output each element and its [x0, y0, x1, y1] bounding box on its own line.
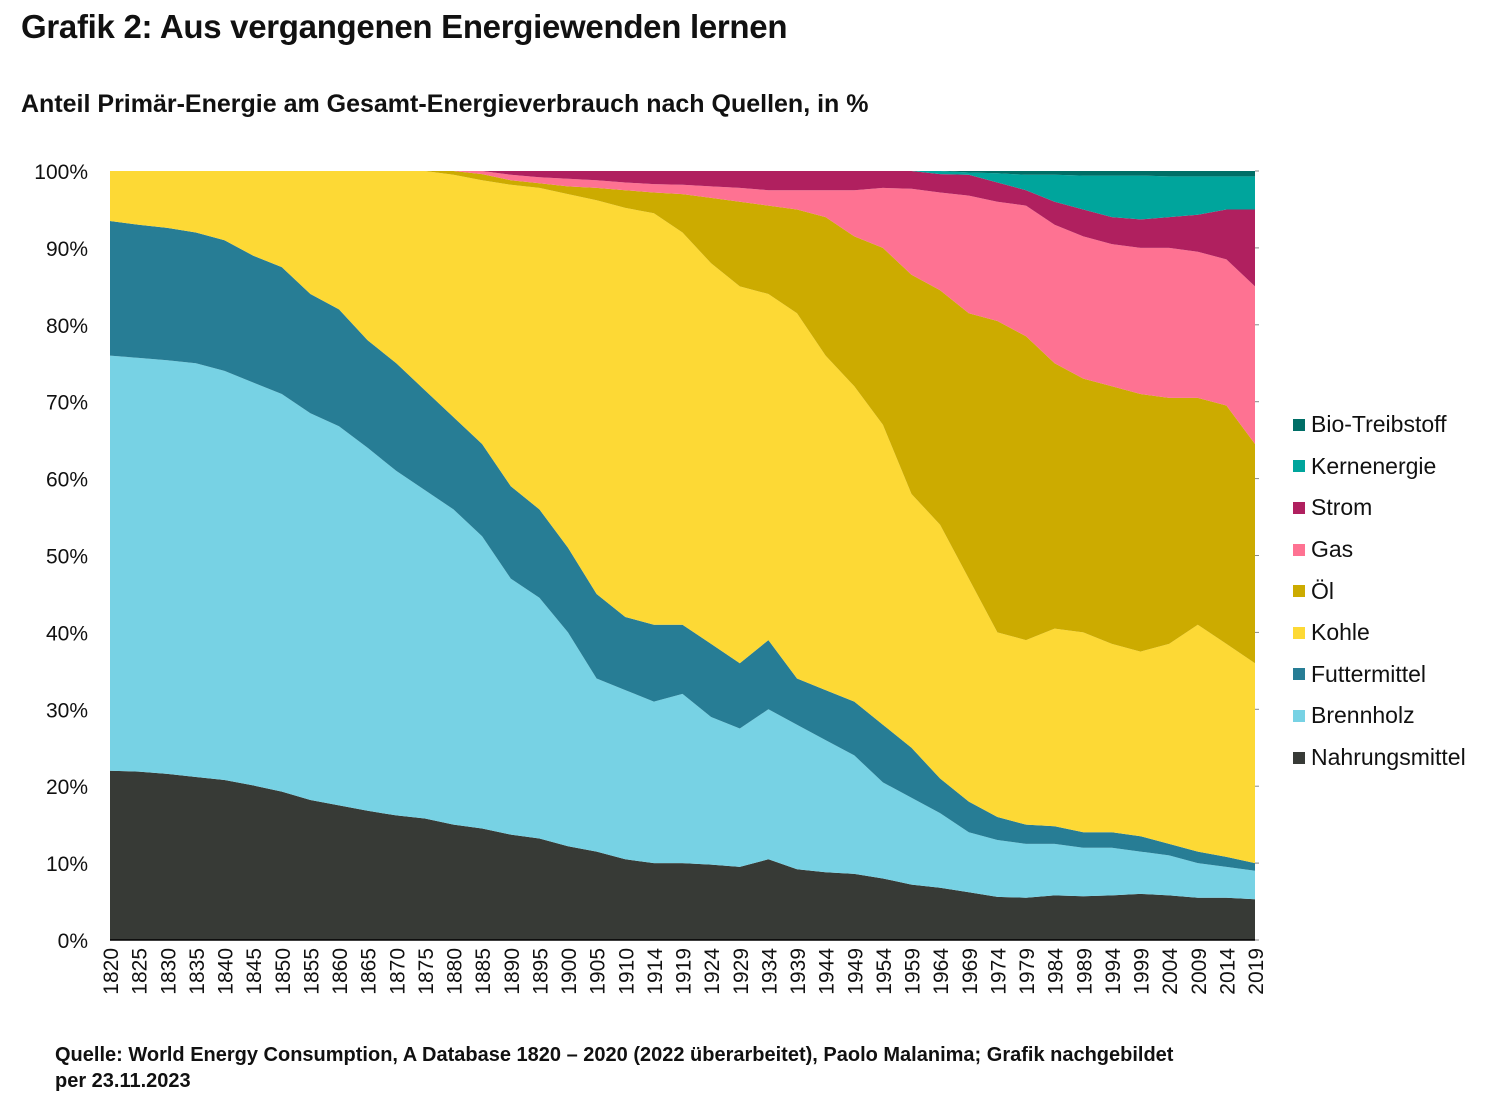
legend-item: Bio-Treibstoff	[1293, 404, 1466, 446]
x-axis: 1820 1825 1830 1835 1840 1845 1850 1855 1860 1865…	[100, 948, 1268, 995]
x-tick-label: 1914	[644, 948, 667, 995]
x-tick-label: 1929	[730, 948, 753, 995]
x-tick-label: 1905	[587, 948, 610, 995]
x-tick-label: 1944	[816, 948, 839, 995]
area-kernenergie	[110, 171, 1255, 220]
x-tick-label: 2014	[1216, 948, 1239, 995]
legend-swatch	[1293, 543, 1305, 556]
area-futtermittel	[110, 221, 1255, 871]
legend-swatch	[1293, 460, 1305, 473]
legend-swatch	[1293, 626, 1305, 639]
legend-label: Öl	[1311, 577, 1334, 604]
x-tick-label: 1860	[329, 948, 352, 995]
x-tick-label: 1875	[415, 948, 438, 995]
x-tick-label: 1939	[787, 948, 810, 995]
y-tick-label: 50%	[46, 546, 88, 569]
x-tick-label: 1880	[444, 948, 467, 995]
x-tick-label: 1900	[558, 948, 581, 995]
legend-label: Strom	[1311, 494, 1373, 521]
legend-item: Nahrungsmittel	[1293, 737, 1466, 779]
x-tick-label: 1890	[501, 948, 524, 995]
x-tick-label: 1924	[701, 948, 724, 995]
x-tick-label: 2019	[1245, 948, 1268, 995]
y-tick-label: 40%	[46, 622, 88, 645]
legend-item: Strom	[1293, 487, 1466, 529]
x-tick-label: 1910	[615, 948, 638, 995]
y-axis: 0% 10% 20% 30% 40% 50% 60% 70% 80% 90% 100%	[34, 161, 1259, 953]
x-tick-label: 1964	[930, 948, 953, 995]
y-tick-label: 0%	[58, 930, 88, 953]
legend-swatch	[1293, 501, 1305, 514]
legend-swatch	[1293, 709, 1305, 722]
legend-label: Futtermittel	[1311, 660, 1427, 687]
x-tick-label: 1954	[873, 948, 896, 995]
legend-item: Gas	[1293, 529, 1466, 571]
x-tick-label: 1850	[272, 948, 295, 995]
y-tick-label: 20%	[46, 776, 88, 799]
x-tick-label: 1969	[959, 948, 982, 995]
legend-item: Kernenergie	[1293, 446, 1466, 488]
stacked-area-chart: 0% 10% 20% 30% 40% 50% 60% 70% 80% 90% 100% 1820 18…	[34, 161, 1268, 995]
area-brennholz	[110, 355, 1255, 900]
x-tick-label: 1885	[472, 948, 495, 995]
x-tick-label: 1830	[157, 948, 180, 995]
y-tick-label: 60%	[46, 469, 88, 492]
x-tick-label: 1895	[529, 948, 552, 995]
source-note: Quelle: World Energy Consumption, A Data…	[55, 1044, 1174, 1092]
legend-swatch	[1293, 585, 1305, 598]
legend-item: Brennholz	[1293, 695, 1466, 737]
legend-label: Brennholz	[1311, 702, 1415, 729]
x-tick-label: 1870	[386, 948, 409, 995]
y-tick-label: 30%	[46, 699, 88, 722]
legend-item: Öl	[1293, 570, 1466, 612]
legend-label: Kernenergie	[1311, 452, 1437, 479]
area-gas	[110, 171, 1255, 444]
area-nahrungsmittel	[110, 770, 1255, 940]
x-tick-label: 1934	[758, 948, 781, 995]
legend-label: Bio-Treibstoff	[1311, 411, 1447, 438]
x-tick-label: 1840	[215, 948, 238, 995]
legend-label: Gas	[1311, 536, 1354, 563]
x-tick-label: 1825	[129, 948, 152, 995]
x-tick-label: 1989	[1073, 948, 1096, 995]
y-tick-label: 90%	[46, 238, 88, 261]
legend-label: Nahrungsmittel	[1311, 744, 1466, 771]
legend-swatch	[1293, 668, 1305, 681]
x-tick-label: 1984	[1045, 948, 1068, 995]
x-tick-label: 1845	[243, 948, 266, 995]
x-tick-label: 1865	[358, 948, 381, 995]
x-tick-label: 1919	[673, 948, 696, 995]
area-kohle	[110, 171, 1255, 864]
y-tick-label: 100%	[34, 161, 88, 184]
x-tick-label: 1855	[300, 948, 323, 995]
x-tick-label: 1835	[186, 948, 209, 995]
y-tick-label: 70%	[46, 392, 88, 415]
legend-label: Kohle	[1311, 619, 1370, 646]
area-layers	[110, 171, 1255, 940]
area-bio-treibstoff	[110, 171, 1255, 177]
x-tick-label: 2009	[1188, 948, 1211, 995]
legend-item: Futtermittel	[1293, 654, 1466, 696]
chart-title: Grafik 2: Aus vergangenen Energiewenden …	[21, 8, 788, 45]
chart-subtitle: Anteil Primär-Energie am Gesamt-Energiev…	[21, 90, 869, 118]
x-tick-label: 1820	[100, 948, 123, 995]
y-tick-label: 80%	[46, 315, 88, 338]
area--l	[110, 171, 1255, 664]
legend-swatch	[1293, 418, 1305, 431]
x-tick-label: 2004	[1159, 948, 1182, 995]
x-tick-label: 1979	[1016, 948, 1039, 995]
legend: Bio-Treibstoff Kernenergie Strom Gas Öl Kohle…	[1293, 404, 1466, 778]
x-tick-label: 1999	[1131, 948, 1154, 995]
x-tick-label: 1974	[987, 948, 1010, 995]
x-tick-label: 1959	[902, 948, 925, 995]
y-tick-label: 10%	[46, 853, 88, 876]
legend-swatch	[1293, 751, 1305, 764]
legend-item: Kohle	[1293, 612, 1466, 654]
x-tick-label: 1994	[1102, 948, 1125, 995]
x-tick-label: 1949	[844, 948, 867, 995]
